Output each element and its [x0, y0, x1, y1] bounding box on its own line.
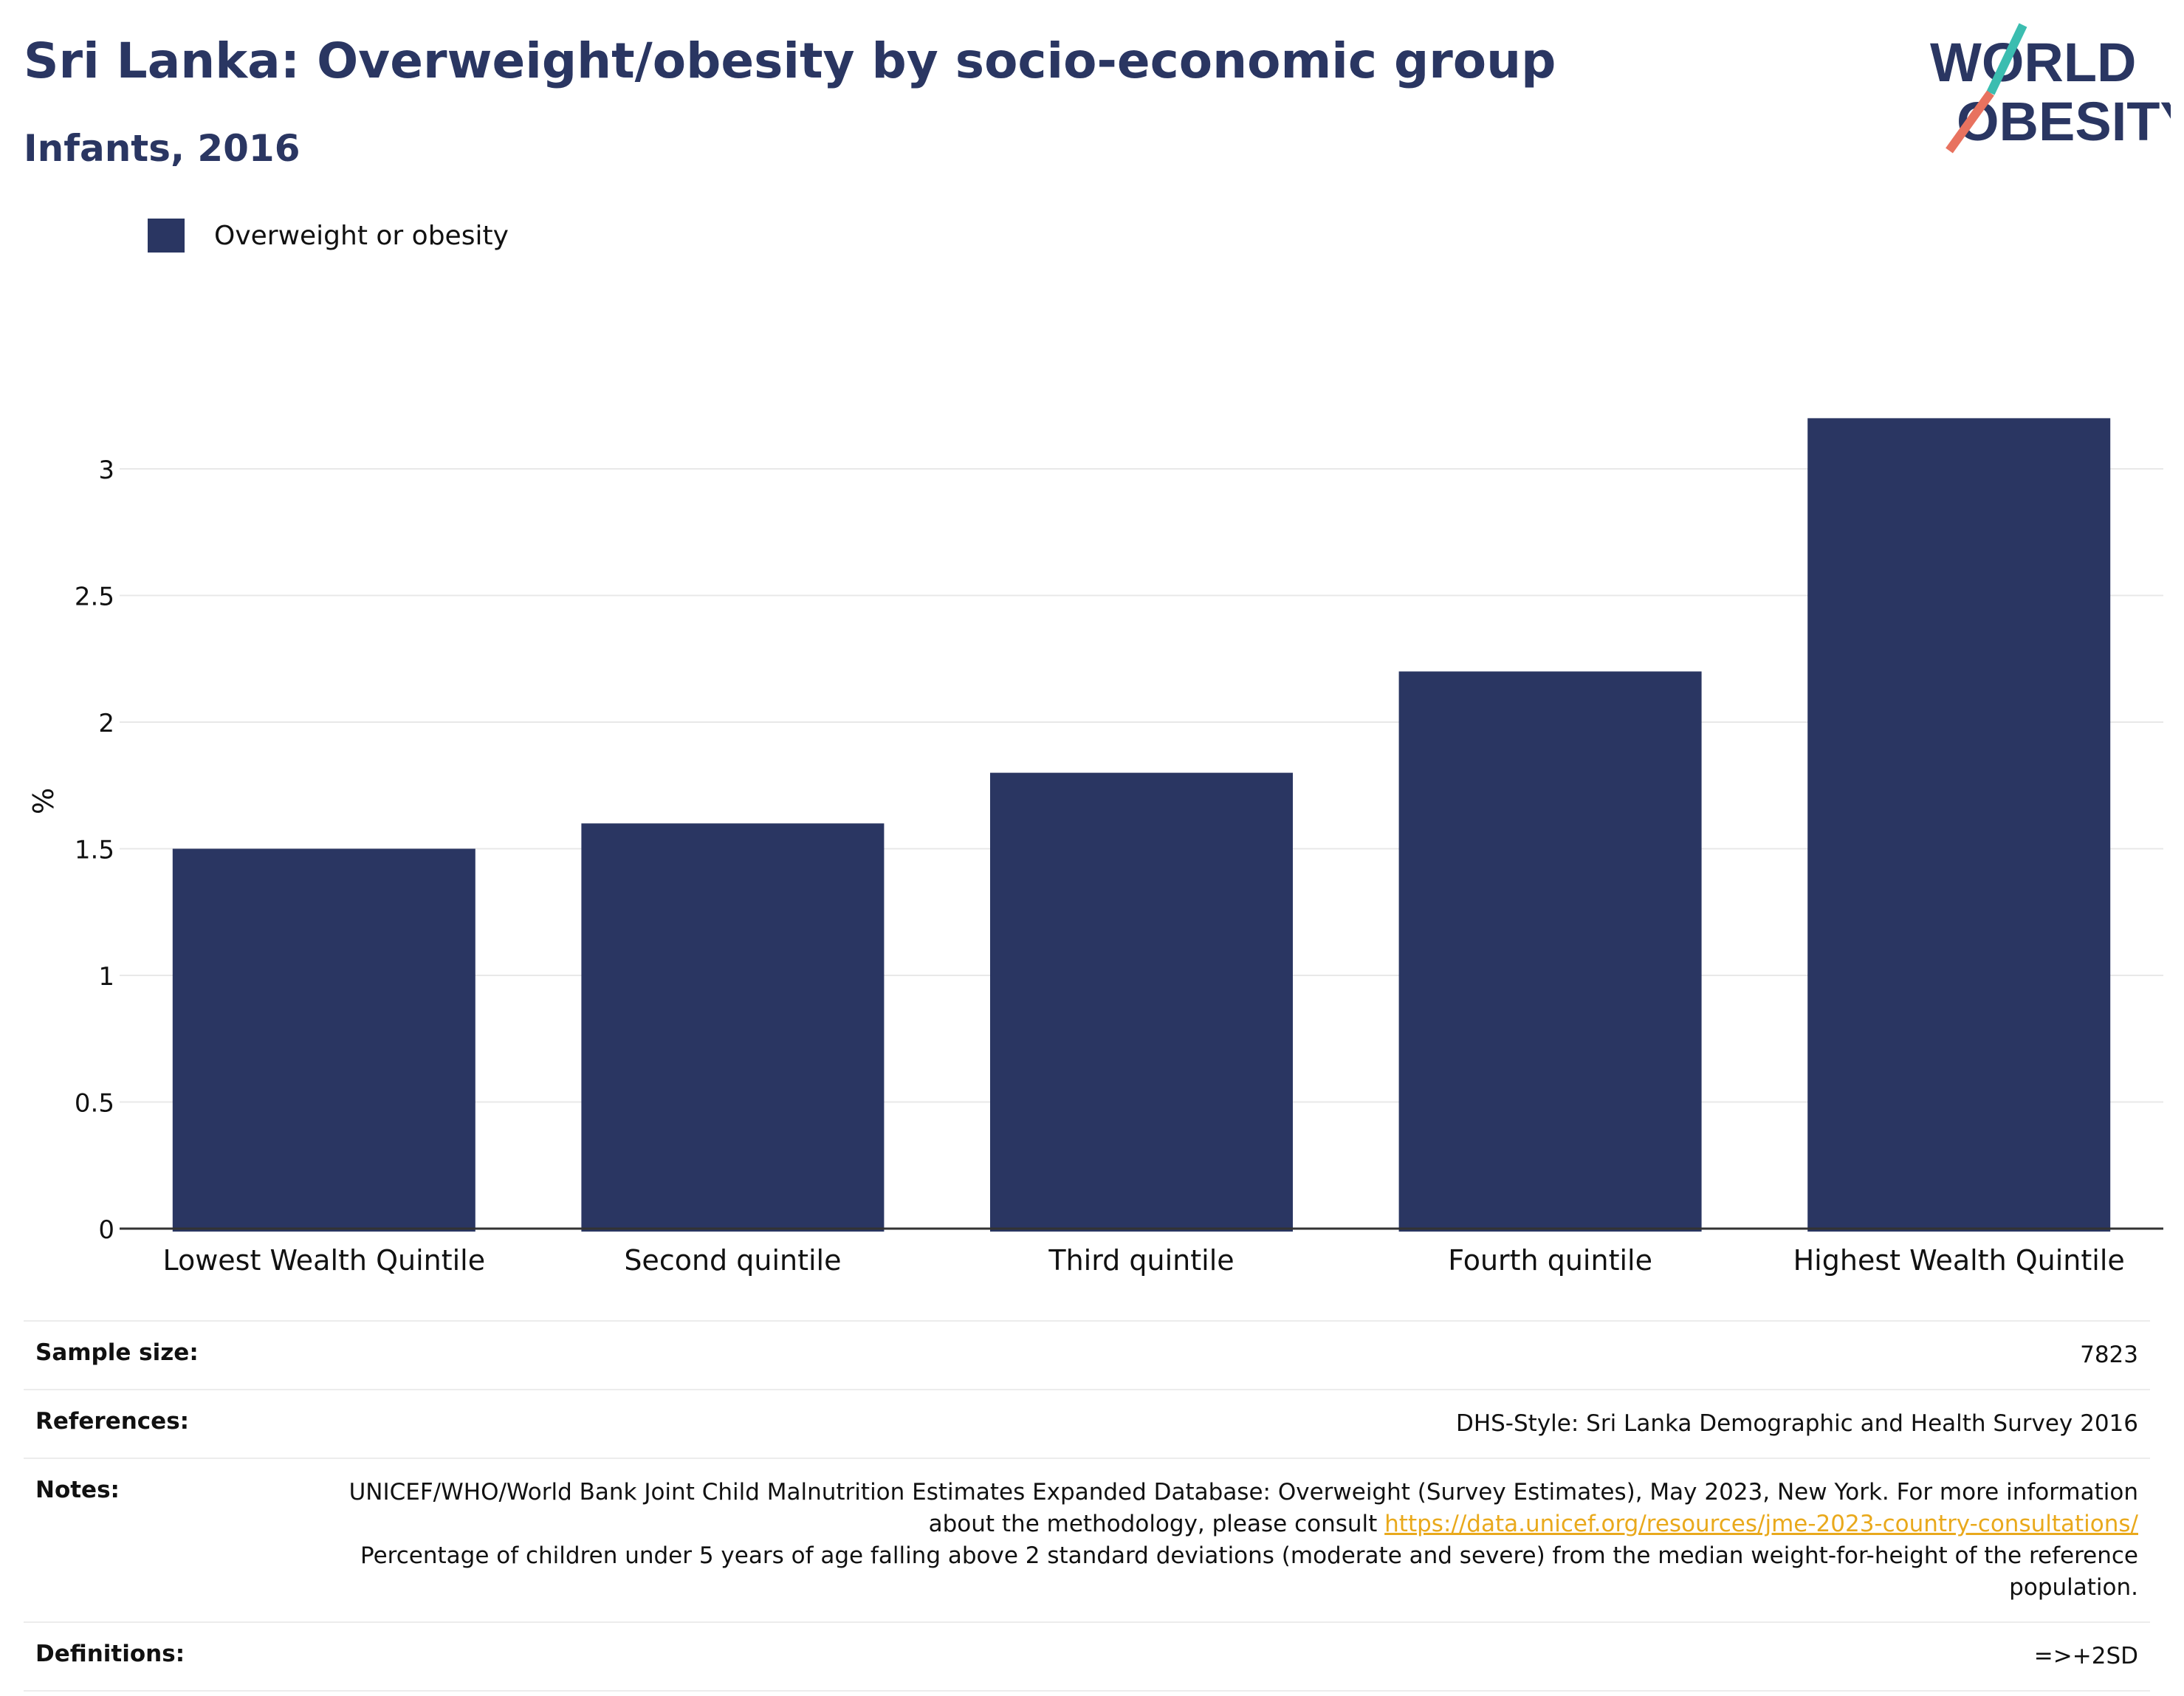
legend-label: Overweight or obesity	[214, 220, 509, 251]
definitions-label: Definitions:	[35, 1641, 185, 1667]
chart-legend: Overweight or obesity	[148, 219, 509, 253]
notes-text-2: Percentage of children under 5 years of …	[360, 1542, 2138, 1601]
y-tick-label: 3	[98, 456, 114, 485]
y-tick-label: 0	[98, 1215, 114, 1245]
y-tick-label: 2	[98, 709, 114, 738]
chart-subtitle: Infants, 2016	[24, 127, 301, 170]
logo-text-world: WORLD	[1930, 32, 2137, 93]
x-tick-label: Third quintile	[1048, 1244, 1234, 1277]
x-tick-label: Fourth quintile	[1448, 1244, 1652, 1277]
sample-size-value: 7823	[2080, 1342, 2138, 1368]
y-tick-label: 2.5	[75, 583, 114, 612]
references-label: References:	[35, 1408, 190, 1435]
bar-chart: 0 0.5 1 1.5 2 2.5 3% Lowest Wealth Quintile Seco…	[27, 418, 2163, 1277]
logo-slash-bottom	[1946, 90, 1994, 154]
sample-size-row: Sample size: 7823	[24, 1320, 2150, 1389]
references-row: References: DHS-Style: Sri Lanka Demogra…	[24, 1389, 2150, 1458]
chart-title: Sri Lanka: Overweight/obesity by socio-e…	[24, 32, 1556, 89]
bar	[1398, 671, 1702, 1232]
definitions-row: Definitions: =>+2SD	[24, 1621, 2150, 1692]
legend-swatch	[148, 219, 185, 253]
x-tick-label: Highest Wealth Quintile	[1793, 1244, 2125, 1277]
bar	[1807, 418, 2111, 1232]
y-tick-label: 1	[98, 962, 114, 992]
notes-value: UNICEF/WHO/World Bank Joint Child Malnut…	[346, 1477, 2138, 1604]
x-tick-label: Second quintile	[624, 1244, 841, 1277]
bar	[990, 772, 1293, 1232]
logo-slash-top	[1986, 23, 2027, 95]
y-axis-title: %	[27, 788, 60, 814]
footer-table: Sample size: 7823 References: DHS-Style:…	[24, 1320, 2150, 1692]
notes-label: Notes:	[35, 1477, 120, 1503]
notes-text-1: UNICEF/WHO/World Bank Joint Child Malnut…	[348, 1479, 2138, 1537]
notes-row: Notes: UNICEF/WHO/World Bank Joint Child…	[24, 1458, 2150, 1621]
x-tick-label: Lowest Wealth Quintile	[162, 1244, 485, 1277]
y-tick-label: 0.5	[75, 1089, 114, 1119]
references-value: DHS-Style: Sri Lanka Demographic and Hea…	[1455, 1410, 2138, 1437]
logo-text-obesity: OBESITY	[1957, 91, 2171, 152]
axes: 0 0.5 1 1.5 2 2.5 3% Lowest Wealth Quintile Seco…	[27, 456, 2163, 1277]
bar	[172, 848, 475, 1232]
definitions-value: =>+2SD	[2033, 1643, 2138, 1669]
bar	[581, 823, 885, 1232]
world-obesity-logo: WORLD OBESITY	[1930, 23, 2171, 154]
bars	[172, 418, 2111, 1232]
sample-size-label: Sample size:	[35, 1339, 199, 1366]
notes-link[interactable]: https://data.unicef.org/resources/jme-20…	[1384, 1511, 2138, 1537]
y-tick-label: 1.5	[75, 836, 114, 865]
